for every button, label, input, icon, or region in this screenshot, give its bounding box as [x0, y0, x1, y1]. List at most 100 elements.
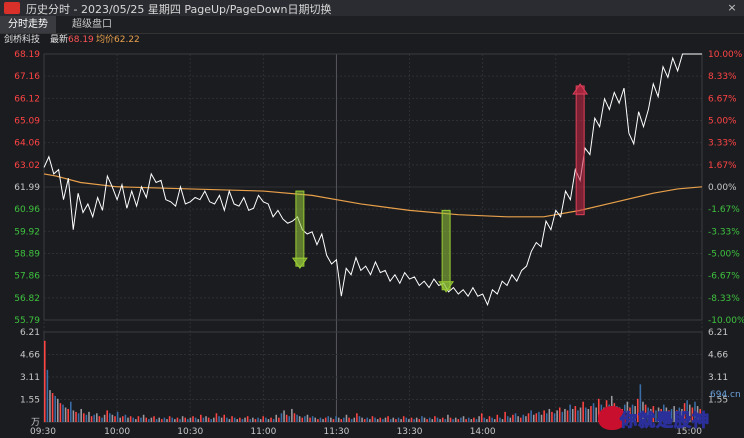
volume-bar [564, 408, 566, 422]
pct-axis-label: 6.67% [708, 94, 737, 104]
volume-bar [184, 417, 187, 422]
volume-bar [449, 417, 452, 422]
volume-bar [166, 419, 168, 422]
volume-bar [270, 417, 272, 422]
volume-bar [189, 417, 192, 422]
volume-bar [51, 393, 54, 422]
volume-bar [652, 406, 655, 422]
volume-bar [405, 417, 408, 422]
title-bar: 历史分时 - 2023/05/25 星期四 PageUp/PageDown日期切… [0, 0, 744, 16]
volume-bar [512, 414, 514, 422]
volume-bar [428, 417, 431, 422]
volume-bar [226, 417, 228, 422]
volume-bar [140, 417, 142, 422]
volume-bar [210, 419, 213, 422]
volume-bar [681, 408, 683, 422]
volume-bar [686, 400, 688, 422]
volume-axis-label-right: 3.11 [708, 373, 728, 383]
volume-bar [278, 417, 280, 422]
volume-axis-label-right: 6.21 [708, 328, 728, 338]
volume-bar [228, 419, 231, 422]
price-axis-label: 68.19 [14, 50, 40, 60]
volume-bar [252, 417, 254, 422]
volume-bar [566, 410, 569, 422]
volume-bar [153, 416, 155, 422]
price-axis-label: 56.82 [14, 294, 40, 304]
volume-bar [522, 414, 525, 422]
volume-bar [574, 406, 577, 422]
volume-bar [418, 419, 421, 422]
price-axis-label: 55.79 [14, 316, 40, 326]
volume-bar [304, 416, 306, 422]
volume-bar [436, 417, 439, 422]
volume-bar [129, 416, 132, 422]
price-axis-label: 65.09 [14, 117, 40, 127]
volume-bar [59, 403, 62, 422]
price-axis-label: 61.99 [14, 183, 40, 193]
price-axis-label: 66.12 [14, 94, 40, 104]
volume-bar [421, 416, 423, 422]
volume-bar [629, 407, 631, 422]
volume-bar [343, 417, 345, 422]
volume-bar [636, 398, 639, 422]
volume-bar [597, 398, 600, 422]
volume-bar [85, 414, 88, 422]
volume-bar [668, 410, 670, 422]
volume-bar [280, 413, 283, 422]
volume-bar [496, 414, 499, 422]
volume-axis-label-right: 4.66 [708, 351, 728, 361]
watermark: 你就是股神 694.cn [598, 390, 741, 434]
time-axis-label: 11:30 [323, 427, 349, 437]
volume-bar [556, 410, 558, 422]
price-line [43, 53, 702, 307]
latest-label: 最新 [50, 35, 69, 45]
volume-bar [530, 410, 532, 422]
volume-bar [345, 414, 348, 422]
volume-bar [220, 417, 223, 422]
volume-bar [642, 401, 644, 422]
volume-bar [335, 416, 337, 422]
volume-bar [647, 407, 649, 422]
volume-bar [122, 416, 124, 422]
volume-bar [259, 419, 262, 422]
price-axis-label: 58.89 [14, 250, 40, 260]
red-arrow-marker [575, 85, 585, 216]
stock-name: 剑桥科技 [4, 35, 41, 45]
watermark-text: 你就是股神 [620, 411, 710, 432]
volume-bar [194, 417, 197, 422]
red-arrow-head [572, 83, 589, 95]
green-arrow-marker [441, 209, 451, 291]
tab-super-orderbook[interactable]: 超级盘口 [72, 19, 112, 30]
volume-bar [239, 417, 241, 422]
volume-bar [408, 419, 410, 422]
volume-bar [379, 417, 382, 422]
volume-bar [587, 408, 590, 422]
volume-bar [506, 416, 509, 422]
volume-bar [501, 419, 504, 422]
volume-bar [124, 414, 127, 422]
volume-bar [246, 416, 249, 422]
volume-bar [382, 419, 384, 422]
volume-bar [285, 414, 288, 422]
time-axis-label: 14:00 [470, 427, 496, 437]
volume-bar [75, 411, 77, 422]
tab-intraday[interactable]: 分时走势 [0, 16, 56, 33]
volume-bar [387, 416, 389, 422]
volume-bar [80, 408, 82, 422]
close-button[interactable]: × [727, 1, 737, 14]
volume-bar [478, 416, 480, 422]
volume-bar [223, 414, 226, 422]
volume-bar [561, 411, 564, 422]
volume-bar [527, 413, 530, 422]
volume-bar [275, 414, 278, 422]
volume-bar [272, 419, 275, 422]
volume-bar [192, 416, 194, 422]
volume-axis-label: 万 [31, 418, 40, 428]
volume-bar [395, 419, 397, 422]
volume-bar [296, 414, 298, 422]
volume-bar [532, 414, 535, 422]
volume-bar [314, 417, 317, 422]
volume-bar [683, 403, 686, 422]
volume-bar [584, 407, 587, 422]
